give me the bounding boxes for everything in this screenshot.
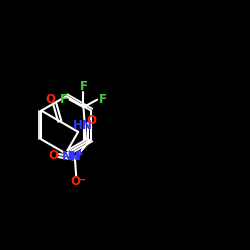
Text: O: O: [70, 176, 80, 188]
Text: N: N: [68, 150, 79, 164]
Text: F: F: [99, 93, 107, 106]
Text: O: O: [86, 114, 97, 127]
Text: +: +: [76, 149, 83, 158]
Text: O: O: [45, 93, 55, 106]
Text: F: F: [60, 93, 68, 106]
Text: NH: NH: [62, 150, 82, 163]
Text: −: −: [78, 175, 86, 185]
Text: HN: HN: [73, 119, 92, 132]
Text: O: O: [48, 149, 58, 162]
Text: F: F: [80, 80, 88, 93]
